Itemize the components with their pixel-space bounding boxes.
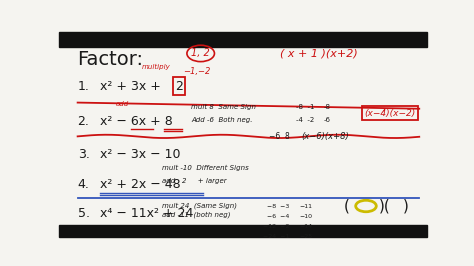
Text: -6: -6 bbox=[324, 117, 331, 123]
Text: −8  −3: −8 −3 bbox=[267, 203, 289, 209]
Text: mult 8  Same Sign: mult 8 Same Sign bbox=[191, 104, 256, 110]
Bar bbox=[59, 32, 427, 47]
Text: 1, 2: 1, 2 bbox=[191, 48, 210, 59]
Text: −1,−2: −1,−2 bbox=[183, 67, 211, 76]
Text: −24  −1: −24 −1 bbox=[263, 234, 290, 239]
Text: Factor:: Factor: bbox=[78, 50, 144, 69]
Text: 5.: 5. bbox=[78, 207, 90, 220]
Text: add: add bbox=[116, 101, 129, 107]
Text: mult 24  (Same Sign): mult 24 (Same Sign) bbox=[162, 203, 237, 209]
Text: ( x + 1 )(x+2): ( x + 1 )(x+2) bbox=[280, 48, 357, 59]
Text: 3.: 3. bbox=[78, 148, 90, 161]
Text: x² − 6x + 8: x² − 6x + 8 bbox=[100, 115, 173, 127]
Text: −6  −4: −6 −4 bbox=[267, 214, 289, 219]
Text: 2: 2 bbox=[175, 80, 183, 93]
Text: ): ) bbox=[403, 198, 409, 214]
Text: 2.: 2. bbox=[78, 115, 90, 127]
Text: 1.: 1. bbox=[78, 80, 90, 93]
Text: −6  8: −6 8 bbox=[269, 132, 290, 141]
Text: −10: −10 bbox=[300, 214, 313, 219]
Text: -8  -1: -8 -1 bbox=[296, 104, 315, 110]
Text: (x−4)(x−2): (x−4)(x−2) bbox=[364, 109, 415, 118]
Text: −11: −11 bbox=[300, 203, 313, 209]
Text: (x−6)(x+8): (x−6)(x+8) bbox=[301, 132, 349, 141]
Text: −12  −2: −12 −2 bbox=[263, 224, 290, 229]
Text: 4.: 4. bbox=[78, 178, 90, 191]
Text: x² + 3x +: x² + 3x + bbox=[100, 80, 164, 93]
Text: add -11  (both neg): add -11 (both neg) bbox=[162, 211, 231, 218]
Text: -4  -2: -4 -2 bbox=[296, 117, 314, 123]
Text: x² − 3x − 10: x² − 3x − 10 bbox=[100, 148, 180, 161]
Text: )(: )( bbox=[379, 198, 391, 214]
Text: -8: -8 bbox=[324, 104, 331, 110]
Text: mult -10  Different Signs: mult -10 Different Signs bbox=[162, 165, 249, 171]
Bar bbox=[59, 226, 427, 237]
Text: multiply: multiply bbox=[142, 64, 171, 70]
Text: (: ( bbox=[344, 198, 350, 214]
Text: −25: −25 bbox=[300, 234, 313, 239]
Text: add   2     + larger: add 2 + larger bbox=[162, 178, 227, 184]
Text: x² + 2x − 48: x² + 2x − 48 bbox=[100, 178, 180, 191]
Text: Add -6  Both neg.: Add -6 Both neg. bbox=[191, 117, 253, 123]
Text: −14: −14 bbox=[300, 224, 313, 229]
Text: x⁴ − 11x² + 24: x⁴ − 11x² + 24 bbox=[100, 207, 193, 220]
